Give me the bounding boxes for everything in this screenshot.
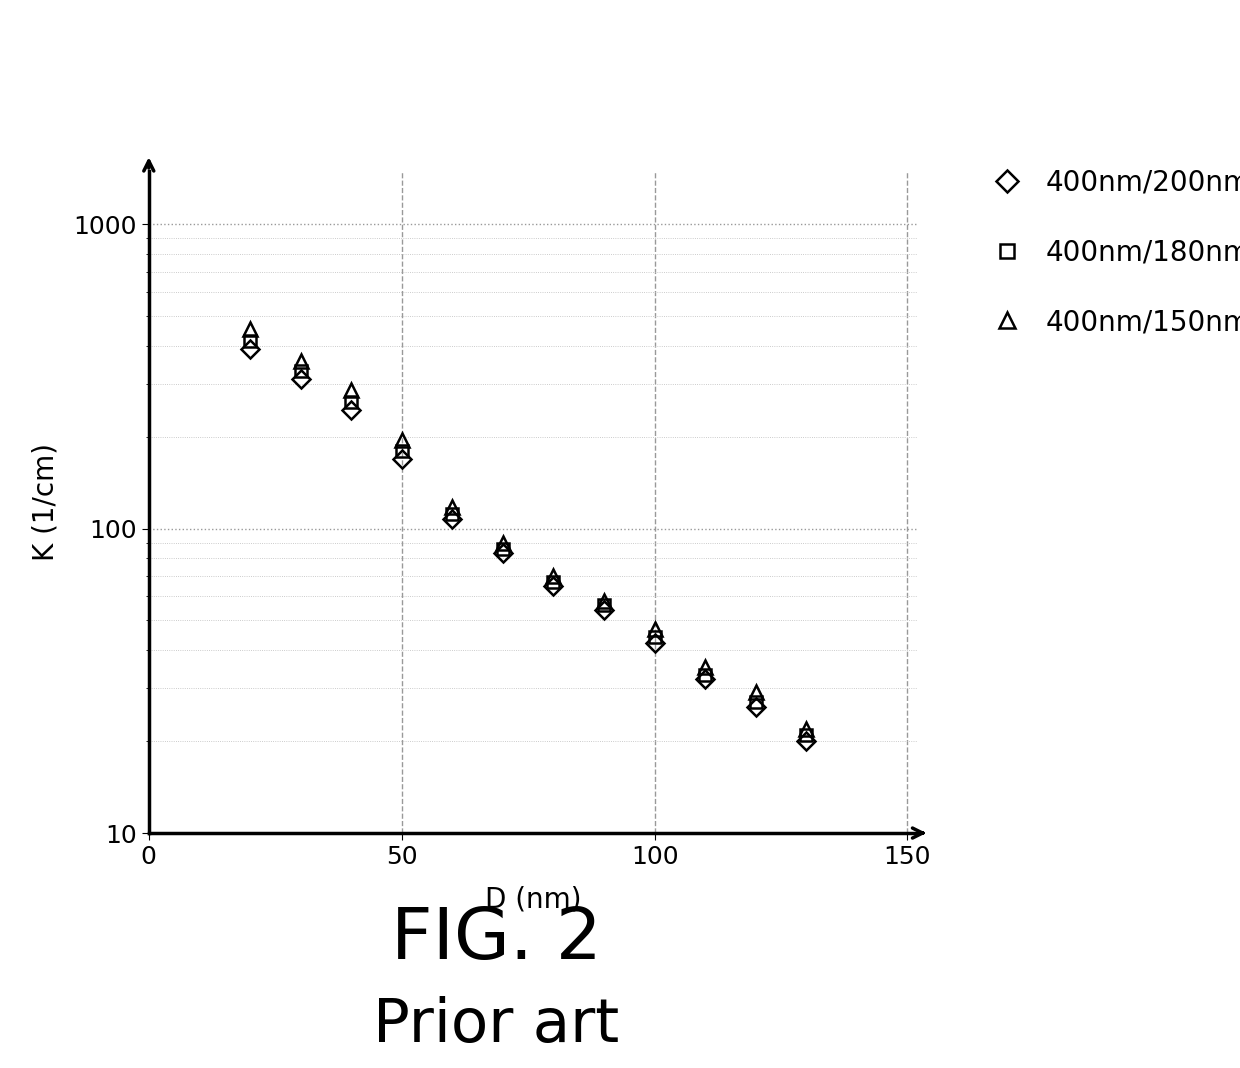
400nm/200nm bbox=[394, 452, 409, 465]
Y-axis label: K (1/cm): K (1/cm) bbox=[31, 443, 60, 561]
400nm/150nm bbox=[394, 434, 409, 446]
400nm/200nm bbox=[596, 603, 611, 616]
400nm/150nm bbox=[243, 323, 258, 335]
400nm/200nm bbox=[293, 373, 308, 386]
400nm/150nm bbox=[496, 536, 511, 549]
400nm/150nm bbox=[698, 661, 713, 674]
400nm/200nm bbox=[748, 701, 763, 713]
400nm/200nm bbox=[698, 673, 713, 686]
400nm/180nm bbox=[546, 576, 560, 588]
400nm/180nm bbox=[748, 695, 763, 708]
400nm/150nm bbox=[748, 686, 763, 698]
400nm/150nm bbox=[647, 623, 662, 635]
400nm/200nm bbox=[546, 579, 560, 592]
400nm/180nm bbox=[293, 364, 308, 377]
400nm/150nm bbox=[799, 722, 813, 735]
400nm/200nm bbox=[647, 637, 662, 649]
400nm/200nm bbox=[445, 513, 460, 525]
Text: FIG. 2: FIG. 2 bbox=[391, 906, 601, 974]
400nm/150nm bbox=[546, 569, 560, 582]
400nm/200nm bbox=[496, 547, 511, 560]
400nm/150nm bbox=[596, 594, 611, 607]
400nm/180nm bbox=[243, 334, 258, 347]
400nm/180nm bbox=[394, 444, 409, 457]
Text: Prior art: Prior art bbox=[373, 995, 619, 1055]
400nm/150nm bbox=[343, 383, 358, 396]
400nm/180nm bbox=[647, 631, 662, 644]
400nm/200nm bbox=[343, 404, 358, 417]
400nm/150nm bbox=[293, 355, 308, 367]
400nm/150nm bbox=[445, 501, 460, 514]
400nm/180nm bbox=[445, 507, 460, 520]
Legend: 400nm/200nm, 400nm/180nm, 400nm/150nm: 400nm/200nm, 400nm/180nm, 400nm/150nm bbox=[980, 158, 1240, 347]
400nm/180nm bbox=[596, 599, 611, 612]
400nm/200nm bbox=[799, 735, 813, 748]
Line: 400nm/180nm: 400nm/180nm bbox=[244, 335, 812, 740]
400nm/200nm bbox=[243, 343, 258, 356]
400nm/180nm bbox=[343, 396, 358, 409]
400nm/180nm bbox=[799, 728, 813, 741]
400nm/180nm bbox=[496, 543, 511, 555]
400nm/180nm bbox=[698, 669, 713, 681]
Line: 400nm/150nm: 400nm/150nm bbox=[243, 321, 813, 736]
X-axis label: D (nm): D (nm) bbox=[485, 885, 582, 913]
Line: 400nm/200nm: 400nm/200nm bbox=[244, 343, 812, 748]
